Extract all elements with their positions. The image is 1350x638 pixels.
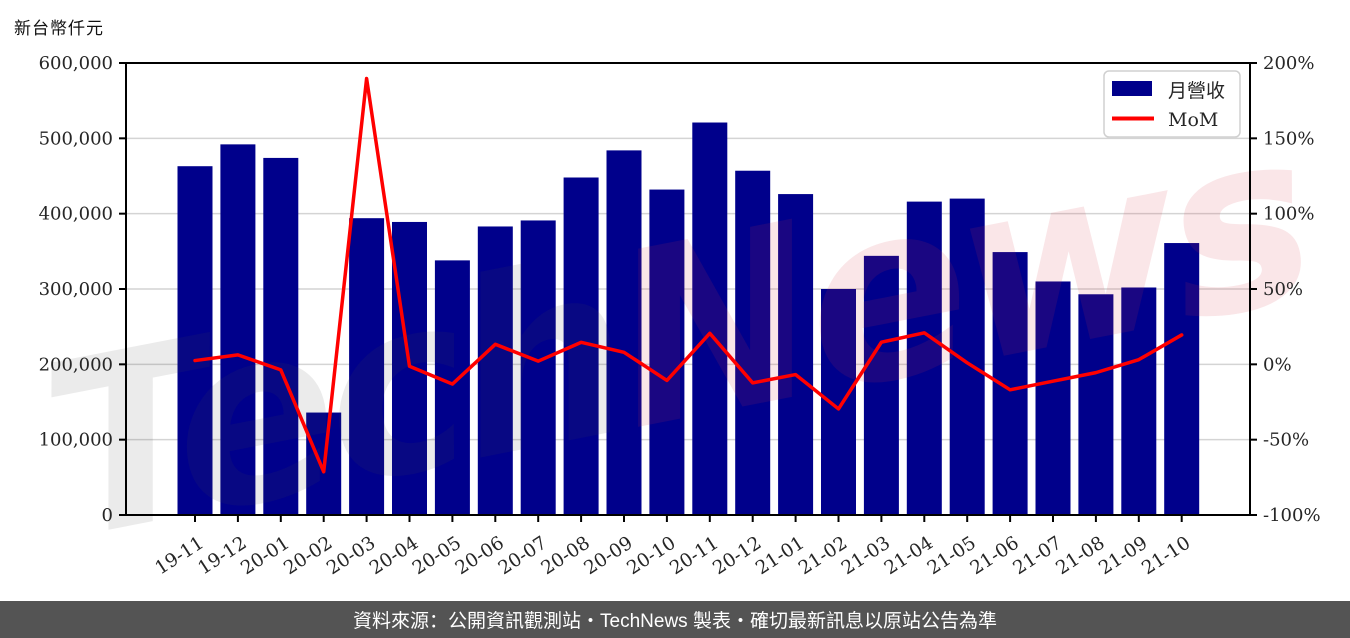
y-tick-label-right: 100% [1263, 204, 1314, 225]
legend-bar-swatch [1112, 81, 1152, 96]
x-tick-label: 21-03 [838, 533, 894, 580]
y-tick-label-right: 150% [1263, 128, 1314, 149]
revenue-bar-21-03 [863, 255, 899, 515]
revenue-bar-21-04 [906, 201, 942, 515]
x-tick-label: 21-09 [1095, 533, 1151, 580]
y-tick-label-right: -50% [1263, 430, 1309, 451]
x-tick-label: 21-08 [1052, 533, 1108, 580]
revenue-bar-21-01 [778, 194, 814, 515]
revenue-bar-20-03 [349, 218, 385, 516]
revenue-bar-20-12 [735, 170, 771, 515]
revenue-bar-21-10 [1164, 243, 1200, 515]
source-caption-text: 資料來源：公開資訊觀測站・TechNews 製表・確切最新訊息以原站公告為準 [353, 611, 997, 632]
x-tick-label: 20-10 [623, 533, 679, 580]
revenue-bar-20-04 [392, 221, 427, 515]
x-tick-label: 21-07 [1010, 533, 1066, 580]
revenue-bar-21-09 [1121, 287, 1157, 515]
y-tick-label-right: 50% [1263, 279, 1303, 300]
legend-label-revenue: 月營收 [1168, 80, 1225, 102]
revenue-bar-19-12 [220, 144, 256, 516]
x-tick-label: 20-09 [581, 533, 637, 580]
revenue-bar-20-01 [263, 157, 299, 516]
y-tick-label-left: 400,000 [39, 204, 113, 225]
x-tick-label: 20-07 [495, 533, 551, 580]
x-tick-label: 20-06 [452, 533, 508, 580]
revenue-bar-21-02 [821, 289, 856, 515]
revenue-bar-20-07 [520, 220, 556, 516]
mom-line [193, 76, 1184, 474]
x-tick-label: 21-05 [924, 533, 980, 580]
revenue-bar-20-06 [477, 226, 513, 515]
x-tick-label: 20-04 [366, 533, 422, 580]
legend-label-mom: MoM [1168, 109, 1218, 131]
revenue-bar-20-09 [606, 150, 642, 516]
y-tick-label-left: 600,000 [39, 53, 113, 74]
y-tick-label-right: 200% [1263, 53, 1314, 74]
y-tick-label-right: -100% [1263, 505, 1321, 526]
y-tick-label-left: 0 [102, 505, 113, 526]
x-tick-label: 20-05 [409, 533, 465, 580]
x-tick-label: 21-10 [1138, 533, 1194, 580]
revenue-bar-20-05 [434, 260, 470, 515]
y-tick-label-left: 100,000 [39, 430, 113, 451]
x-tick-label: 21-02 [795, 533, 851, 580]
y-tick-label-left: 500,000 [39, 128, 113, 149]
x-tick-label: 20-08 [538, 533, 594, 580]
technews-watermark: TechNews [24, 76, 1327, 594]
x-tick-label: 20-12 [709, 533, 765, 580]
y-tick-label-left: 300,000 [39, 279, 113, 300]
axis-unit-label: 新台幣仟元 [14, 19, 104, 39]
revenue-bar-20-11 [692, 122, 728, 515]
revenue-bar-21-08 [1078, 294, 1114, 515]
x-tick-label: 21-01 [752, 533, 808, 580]
y-tick-label-right: 0% [1263, 354, 1292, 375]
y-tick-label-left: 200,000 [39, 354, 113, 375]
revenue-bar-21-07 [1035, 281, 1071, 515]
x-tick-label: 20-11 [666, 533, 722, 580]
x-tick-label: 21-06 [967, 533, 1023, 580]
revenue-bar-19-11 [177, 166, 213, 515]
source-caption-bar: 資料來源：公開資訊觀測站・TechNews 製表・確切最新訊息以原站公告為準 [0, 601, 1350, 638]
revenue-bar-20-10 [649, 189, 685, 515]
x-tick-label: 21-04 [881, 533, 937, 580]
